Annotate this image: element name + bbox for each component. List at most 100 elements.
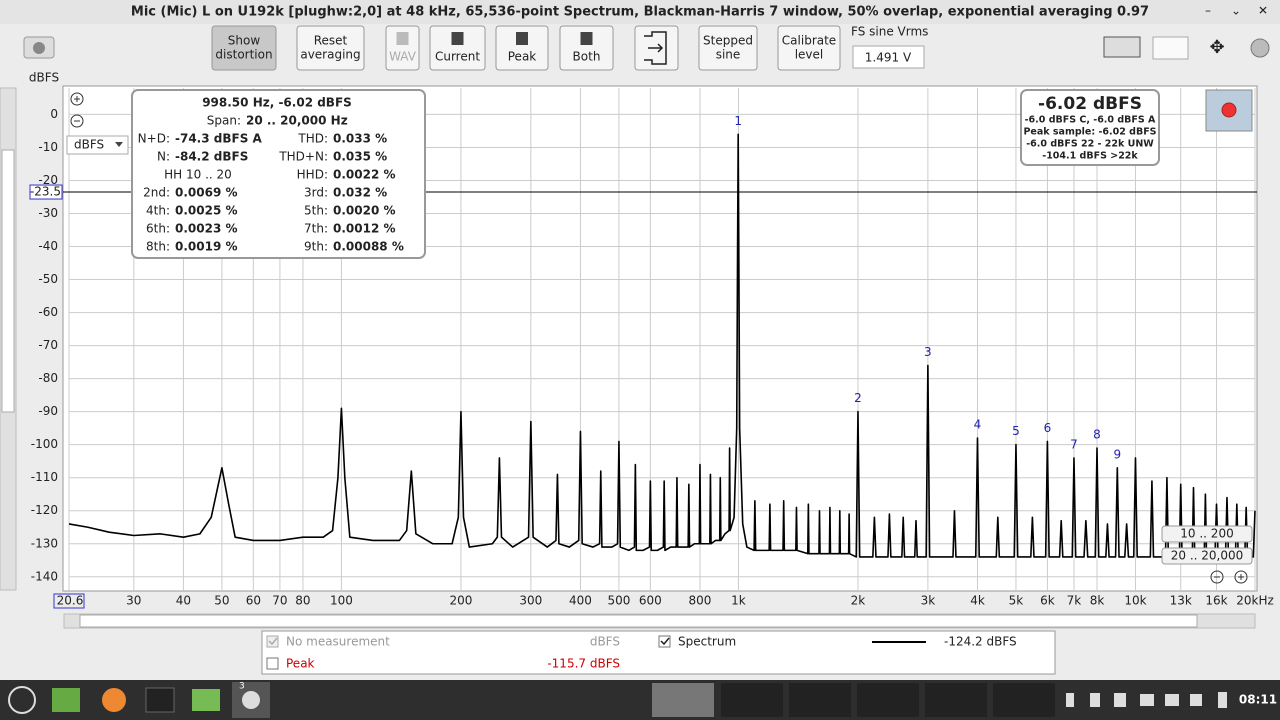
x-tick-label: 600 — [639, 594, 662, 608]
info-value: -74.3 dBFS A — [175, 132, 263, 146]
legend-name: Peak — [286, 657, 315, 671]
info-label: 8th: — [146, 240, 170, 254]
toolbar-button[interactable] — [385, 25, 420, 71]
span-label: Span: — [207, 114, 241, 128]
level-line: -6.0 dBFS C, -6.0 dBFS A — [1025, 115, 1156, 126]
harmonic-label: 9 — [1113, 447, 1121, 461]
workspace[interactable] — [652, 683, 714, 717]
zoom-out[interactable] — [70, 114, 84, 128]
close[interactable]: ✕ — [1258, 4, 1268, 18]
info-label: 6th: — [146, 222, 170, 236]
harmonic-label: 1 — [734, 114, 742, 128]
harmonic-label: 5 — [1012, 424, 1020, 438]
harmonic-label: 4 — [974, 418, 982, 432]
harmonic-label: 3 — [924, 345, 932, 359]
y-tick-label: -60 — [38, 305, 58, 319]
info-value: 0.035 % — [333, 150, 387, 164]
clock: 08:11 — [1239, 693, 1277, 707]
x-tick-label: 2k — [851, 594, 866, 608]
y-tick-label: -110 — [31, 470, 58, 484]
level-line: -6.0 dBFS 22 - 22k UNW — [1026, 139, 1154, 150]
y-label: dBFS — [29, 71, 59, 85]
x-tick-label: 300 — [519, 594, 542, 608]
zoom-in-x[interactable] — [1234, 570, 1248, 584]
x-tick-label: 500 — [607, 594, 630, 608]
y-tick-label: -30 — [38, 206, 58, 220]
layout-icon[interactable] — [1103, 36, 1141, 58]
hh-label: HHD: — [297, 168, 328, 182]
checkbox[interactable] — [266, 657, 279, 670]
checkbox[interactable] — [658, 635, 671, 648]
spectrum-line — [68, 133, 1256, 558]
button-label: Reset — [314, 34, 348, 48]
button-label: Both — [573, 50, 601, 64]
info-label: 7th: — [304, 222, 328, 236]
checkbox[interactable] — [266, 635, 279, 648]
x-tick-label: 16k — [1205, 594, 1227, 608]
workspace[interactable] — [789, 683, 851, 717]
level-main: -6.02 dBFS — [1038, 94, 1142, 114]
workspace[interactable] — [857, 683, 919, 717]
menu-icon[interactable] — [8, 686, 36, 714]
record-icon — [1221, 102, 1237, 118]
legend-value: dBFS — [590, 635, 620, 649]
info-label: THD+N: — [278, 150, 328, 164]
fit-icon[interactable]: ✥ — [1209, 37, 1224, 58]
level-panel — [1020, 89, 1160, 166]
x-tick-label: 100 — [330, 594, 353, 608]
zoom-in[interactable] — [70, 92, 84, 106]
y-tick-label: -90 — [38, 404, 58, 418]
span-value: 20 .. 20,000 Hz — [246, 114, 348, 128]
x-tick-label: 400 — [569, 594, 592, 608]
y-tick-label: -50 — [38, 272, 58, 286]
y-tick-label: -140 — [31, 569, 58, 583]
x-tick-label: 800 — [689, 594, 712, 608]
toolbar-button[interactable] — [296, 25, 365, 71]
zoom-out-x[interactable] — [1210, 570, 1224, 584]
workspace[interactable] — [993, 683, 1055, 717]
columns-icon[interactable] — [1152, 36, 1189, 60]
info-label: 4th: — [146, 204, 170, 218]
toolbar-button[interactable] — [777, 25, 841, 71]
range-button[interactable] — [1161, 525, 1253, 543]
app-icon[interactable] — [52, 688, 80, 712]
legend-spectrum: Spectrum — [678, 635, 736, 649]
h-scroll-thumb[interactable] — [79, 614, 1198, 628]
range-button[interactable] — [1161, 547, 1253, 565]
import-icon — [644, 31, 667, 65]
toolbar-button[interactable] — [495, 25, 549, 71]
x-tick-label: 10k — [1124, 594, 1146, 608]
toolbar-button[interactable] — [429, 25, 486, 71]
range-label: 20 .. 20,000 — [1171, 549, 1244, 563]
info-label: 9th: — [304, 240, 328, 254]
app-icon[interactable] — [102, 688, 126, 712]
toolbar-button[interactable] — [211, 25, 277, 71]
disk-icon — [580, 32, 593, 45]
workspace[interactable] — [721, 683, 783, 717]
x-tick-label: 60 — [246, 594, 261, 608]
v-scroll-thumb[interactable] — [1, 149, 15, 413]
toolbar-button[interactable] — [698, 25, 758, 71]
workspace[interactable] — [925, 683, 987, 717]
app-icon[interactable] — [192, 689, 220, 711]
info-value: 0.0069 % — [175, 186, 238, 200]
minimize[interactable]: – — [1205, 4, 1211, 18]
y-tick-label: -120 — [31, 503, 58, 517]
settings-icon[interactable] — [1250, 38, 1270, 58]
level-line: -104.1 dBFS >22k — [1042, 151, 1138, 162]
toolbar-button[interactable] — [559, 25, 614, 71]
unit-select[interactable] — [66, 135, 129, 155]
fs-input[interactable] — [852, 45, 925, 69]
fs-value: 1.491 V — [865, 51, 912, 65]
button-label: Calibrate — [782, 34, 836, 48]
info-value: 0.0012 % — [333, 222, 396, 236]
x-tick-label: 80 — [295, 594, 310, 608]
info-value: 0.0019 % — [175, 240, 238, 254]
unit-value: dBFS — [74, 138, 104, 152]
y-tick-label: -80 — [38, 371, 58, 385]
app-icon[interactable] — [145, 687, 175, 713]
maximize[interactable]: ⌄ — [1231, 4, 1241, 18]
button-label: Peak — [508, 50, 537, 64]
